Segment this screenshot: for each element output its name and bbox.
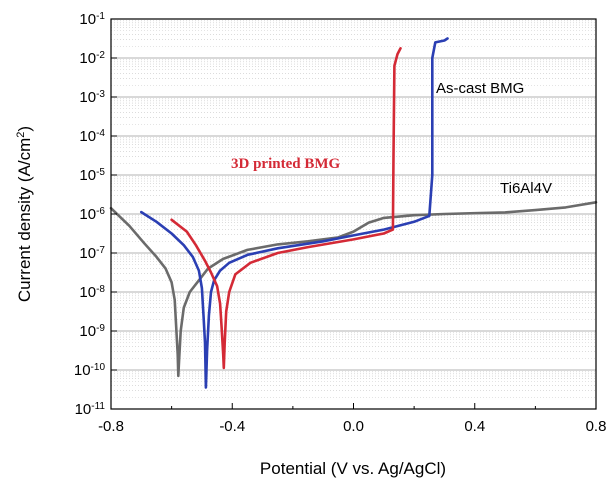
- y-tick-label: 10-6: [79, 206, 105, 224]
- y-tick-label: 10-3: [79, 89, 105, 107]
- y-axis-title-base: Current density (A/cm: [15, 138, 34, 302]
- x-tick-label: -0.4: [219, 418, 245, 435]
- y-axis-title: Current density (A/cm2): [15, 126, 34, 302]
- y-tick-label: 10-5: [79, 167, 105, 185]
- grid: [111, 21, 596, 397]
- y-tick-label: 10-1: [79, 11, 105, 29]
- x-tick-label: -0.8: [98, 418, 124, 435]
- annotation-as-cast: As-cast BMG: [436, 80, 524, 97]
- x-tick-label: 0.4: [464, 418, 485, 435]
- annotation-3d-printed: 3D printed BMG: [231, 156, 341, 172]
- y-tick-label: 10-10: [74, 362, 106, 380]
- y-tick-label: 10-11: [75, 401, 106, 419]
- series-line-1: [141, 39, 447, 388]
- x-tick-label: 0.8: [586, 418, 607, 435]
- x-axis-title: Potential (V vs. Ag/AgCl): [260, 459, 446, 478]
- y-tick-label: 10-2: [79, 50, 105, 68]
- y-tick-label: 10-9: [79, 323, 105, 341]
- y-axis-title-end: ): [15, 126, 34, 132]
- y-tick-label: 10-8: [79, 284, 105, 302]
- annotation-ti6al4v: Ti6Al4V: [500, 180, 552, 197]
- x-tick-label: 0.0: [343, 418, 364, 435]
- y-tick-label: 10-7: [79, 245, 105, 263]
- series-line-2: [172, 48, 401, 368]
- y-tick-label: 10-4: [79, 128, 105, 146]
